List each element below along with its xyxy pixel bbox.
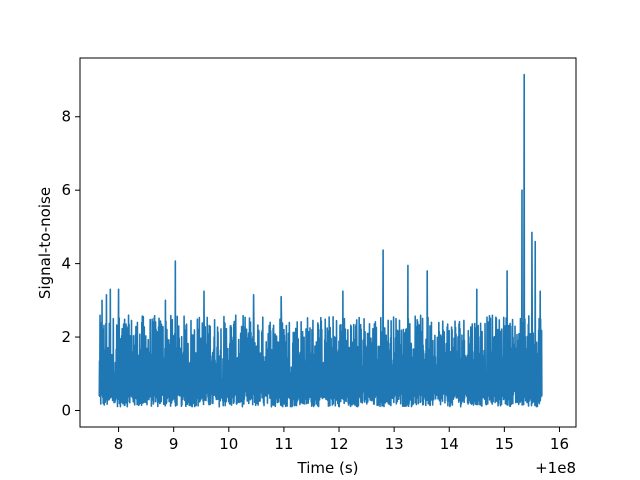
x-tick-label: 11	[274, 435, 293, 453]
x-tick-label: 14	[440, 435, 459, 453]
x-tick-label: 13	[385, 435, 404, 453]
x-tick-label: 15	[495, 435, 514, 453]
x-tick-label: 16	[550, 435, 569, 453]
ticks-layer: 8 9 10 11 12 13 14 15 16 0 2 4 6 8	[61, 108, 569, 453]
y-tick-label: 6	[61, 181, 71, 199]
x-axis-label: Time (s)	[297, 459, 359, 477]
x-tick-label: 10	[219, 435, 238, 453]
x-offset-label: +1e8	[535, 459, 576, 477]
y-tick-label: 2	[61, 328, 71, 346]
series-layer	[98, 73, 543, 408]
y-axis-label: Signal-to-noise	[36, 187, 54, 299]
x-tick-label: 9	[169, 435, 179, 453]
plot-frame	[79, 57, 577, 428]
x-tick-label: 8	[114, 435, 124, 453]
series-line	[98, 73, 543, 408]
x-tick-label: 12	[329, 435, 348, 453]
y-tick-label: 4	[61, 255, 71, 273]
y-tick-label: 8	[61, 108, 71, 126]
y-tick-label: 0	[61, 401, 71, 419]
